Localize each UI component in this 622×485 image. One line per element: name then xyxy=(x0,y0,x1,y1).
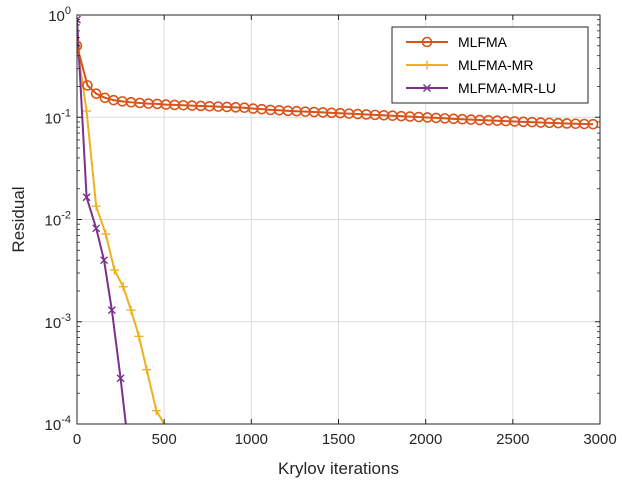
y-tick-label: 10-4 xyxy=(45,414,71,434)
x-tick-label: 3000 xyxy=(583,431,616,448)
data-point xyxy=(423,84,431,92)
data-point xyxy=(101,229,111,239)
x-tick-label: 500 xyxy=(152,431,177,448)
data-point xyxy=(118,282,128,292)
legend-entry: MLFMA-MR xyxy=(406,57,533,73)
series-layer xyxy=(77,15,599,424)
data-point xyxy=(421,36,433,48)
legend-entry: MLFMA xyxy=(406,34,508,50)
data-point xyxy=(77,15,81,24)
ticks: 0 500 1000 1500 2000 2500 3000 10-4 10-3 10-2 10-1… xyxy=(45,5,617,448)
data-point xyxy=(82,80,93,91)
data-point xyxy=(82,193,91,202)
data-point xyxy=(587,118,599,130)
y-tick-label: 10-3 xyxy=(45,312,71,332)
data-point xyxy=(151,406,161,416)
data-point xyxy=(134,331,144,341)
series-mlfma xyxy=(77,40,599,130)
x-tick-label: 1500 xyxy=(322,431,355,448)
y-axis-label: Residual xyxy=(9,186,28,252)
data-point xyxy=(100,256,109,265)
legend-entry: MLFMA-MR-LU xyxy=(406,80,556,96)
data-point xyxy=(126,305,136,315)
data-point xyxy=(91,201,101,211)
data-point xyxy=(109,265,119,275)
y-tick-label: 10-1 xyxy=(45,107,71,127)
data-point xyxy=(107,306,116,315)
y-tick-label: 100 xyxy=(48,5,71,25)
data-point xyxy=(142,365,152,375)
series-mlfma-mr-lu xyxy=(77,15,127,424)
x-tick-label: 1000 xyxy=(235,431,268,448)
data-point xyxy=(82,106,92,116)
legend-label: MLFMA xyxy=(458,34,508,50)
data-point xyxy=(90,88,102,99)
y-tick-label: 10-2 xyxy=(45,210,71,230)
data-point xyxy=(422,60,432,70)
x-tick-label: 2000 xyxy=(409,431,442,448)
series-mlfma-mr xyxy=(77,41,166,424)
data-point xyxy=(92,224,101,233)
data-point xyxy=(116,374,125,383)
legend-label: MLFMA-MR xyxy=(458,57,533,73)
x-tick-label: 0 xyxy=(73,431,81,448)
x-tick-label: 2500 xyxy=(496,431,529,448)
data-point xyxy=(77,40,83,52)
legend: MLFMA MLFMA-MR MLFMA-MR-LU xyxy=(391,26,589,104)
legend-label: MLFMA-MR-LU xyxy=(458,80,556,96)
x-axis-label: Krylov iterations xyxy=(278,459,399,478)
